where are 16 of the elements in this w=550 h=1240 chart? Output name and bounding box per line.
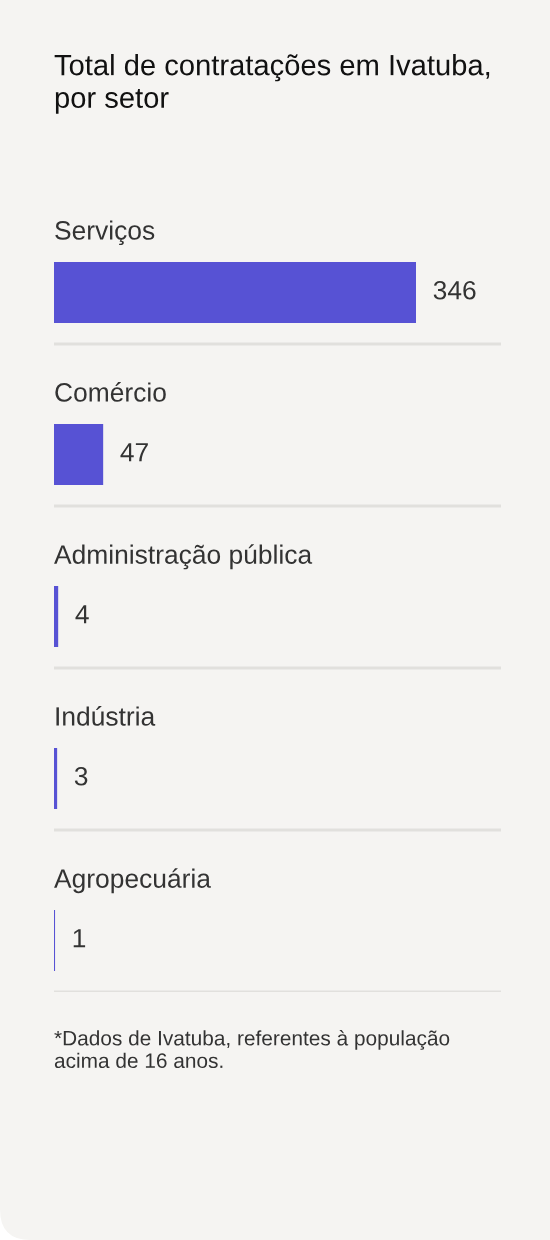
- y-tick-label: Serviços: [55, 220, 155, 246]
- y-tick-label: Comércio: [55, 382, 166, 402]
- bar: [54, 261, 416, 323]
- y-tick-label: Agropecuária: [54, 868, 211, 894]
- y-tick-label: Administração pública: [54, 544, 313, 570]
- bar: [54, 585, 59, 647]
- text: *Dados de Ivatuba, referentes à população acima de 16 anos.: [54, 1030, 450, 1069]
- chart-title: Total de contratações em Ivatuba, por setor: [54, 54, 490, 114]
- data-label: 47: [120, 443, 148, 462]
- bar: [54, 747, 58, 809]
- data-label: 3: [74, 766, 88, 786]
- y-tick-label: Indústria: [56, 706, 156, 726]
- bar: [54, 423, 104, 485]
- data-label: 346: [433, 280, 476, 300]
- data-label: 1: [73, 929, 86, 948]
- data-label: 4: [75, 605, 89, 624]
